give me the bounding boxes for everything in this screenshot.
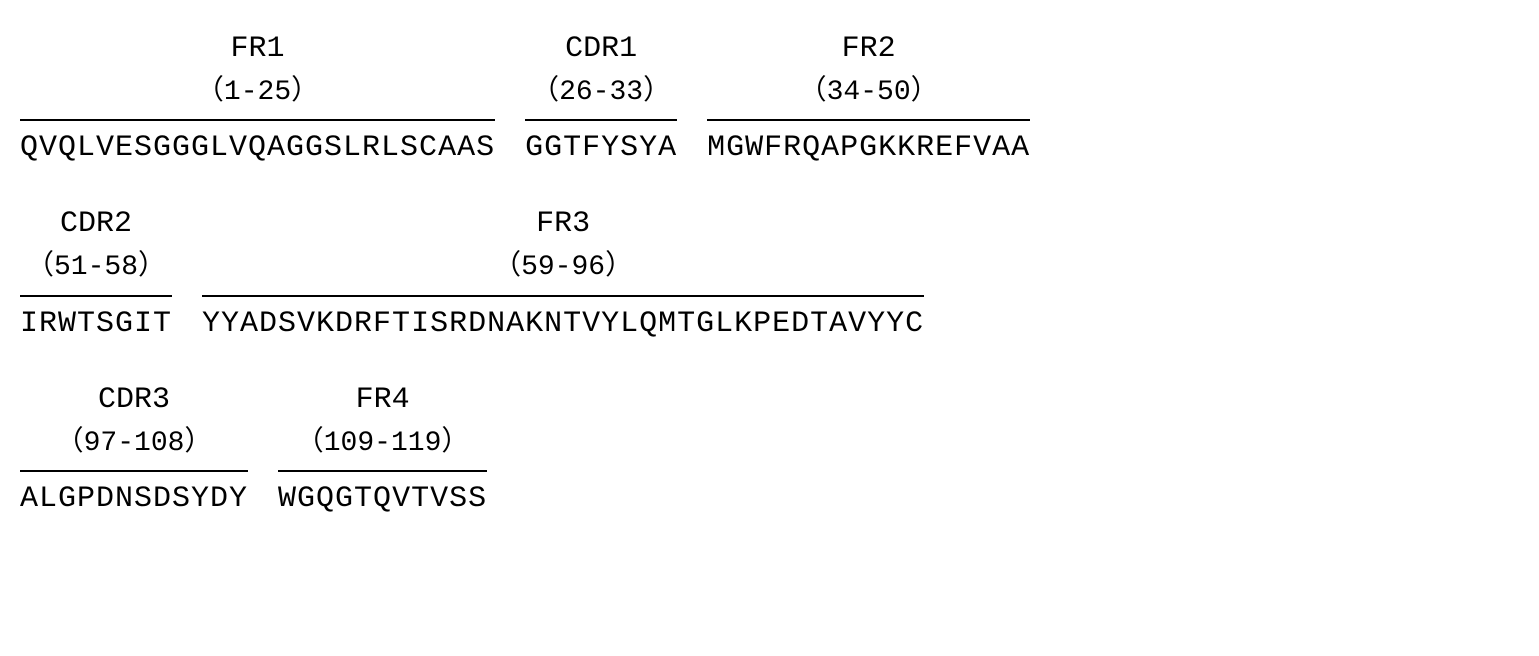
row-3: CDR3 （97-108） ALGPDNSDSYDY FR4 （109-119）… <box>20 381 1519 516</box>
region-range: （34-50） <box>799 75 939 111</box>
divider-line <box>278 470 487 472</box>
region-range: （26-33） <box>531 75 671 111</box>
row-1: FR1 （1-25） QVQLVESGGGLVQAGGSLRLSCAAS CDR… <box>20 30 1519 165</box>
divider-line <box>20 470 248 472</box>
segment-fr3: FR3 （59-96） YYADSVKDRFTISRDNAKNTVYLQMTGL… <box>202 205 924 340</box>
segment-cdr3: CDR3 （97-108） ALGPDNSDSYDY <box>20 381 248 516</box>
sequence-text: YYADSVKDRFTISRDNAKNTVYLQMTGLKPEDTAVYYC <box>202 307 924 341</box>
segment-cdr1: CDR1 （26-33） GGTFYSYA <box>525 30 677 165</box>
region-range: （97-108） <box>56 426 213 462</box>
divider-line <box>525 119 677 121</box>
segment-fr4: FR4 （109-119） WGQGTQVTVSS <box>278 381 487 516</box>
region-label: FR2 <box>842 30 896 69</box>
sequence-text: QVQLVESGGGLVQAGGSLRLSCAAS <box>20 131 495 165</box>
segment-fr2: FR2 （34-50） MGWFRQAPGKKREFVAA <box>707 30 1030 165</box>
region-label: FR1 <box>231 30 285 69</box>
sequence-text: GGTFYSYA <box>525 131 677 165</box>
region-label: FR3 <box>536 205 590 244</box>
region-range: （109-119） <box>296 426 470 462</box>
sequence-text: ALGPDNSDSYDY <box>20 482 248 516</box>
sequence-annotation-diagram: FR1 （1-25） QVQLVESGGGLVQAGGSLRLSCAAS CDR… <box>20 30 1519 516</box>
row-2: CDR2 （51-58） IRWTSGIT FR3 （59-96） YYADSV… <box>20 205 1519 340</box>
region-range: （51-58） <box>26 250 166 286</box>
divider-line <box>20 119 495 121</box>
region-label: CDR3 <box>98 381 170 420</box>
region-label: FR4 <box>356 381 410 420</box>
segment-fr1: FR1 （1-25） QVQLVESGGGLVQAGGSLRLSCAAS <box>20 30 495 165</box>
region-label: CDR2 <box>60 205 132 244</box>
divider-line <box>202 295 924 297</box>
sequence-text: MGWFRQAPGKKREFVAA <box>707 131 1030 165</box>
sequence-text: WGQGTQVTVSS <box>278 482 487 516</box>
divider-line <box>707 119 1030 121</box>
region-label: CDR1 <box>565 30 637 69</box>
sequence-text: IRWTSGIT <box>20 307 172 341</box>
region-range: （1-25） <box>196 75 319 111</box>
divider-line <box>20 295 172 297</box>
segment-cdr2: CDR2 （51-58） IRWTSGIT <box>20 205 172 340</box>
region-range: （59-96） <box>493 250 633 286</box>
